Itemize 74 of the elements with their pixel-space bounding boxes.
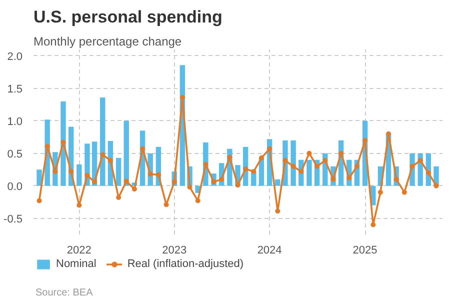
- point: [338, 150, 344, 156]
- point: [36, 198, 42, 204]
- bar: [124, 120, 129, 186]
- bar: [290, 140, 296, 186]
- y-tick-label: 0.5: [7, 148, 23, 160]
- point: [164, 202, 169, 208]
- legend-label: Real (inflation-adjusted): [127, 258, 244, 270]
- point: [140, 146, 146, 152]
- y-tick-label: 0.0: [7, 180, 23, 193]
- bar: [306, 160, 312, 186]
- y-tick-label: 1.0: [7, 116, 23, 128]
- x-tick-label: 2025: [352, 244, 378, 256]
- point: [203, 162, 208, 167]
- point: [235, 182, 240, 188]
- point: [275, 208, 280, 214]
- chart-subtitle: Monthly percentage change: [34, 34, 182, 48]
- point: [251, 169, 256, 174]
- point: [195, 198, 200, 204]
- point: [92, 179, 98, 184]
- point: [290, 164, 296, 169]
- point: [52, 169, 58, 174]
- y-tick-label: 1.5: [7, 83, 23, 96]
- point: [219, 176, 224, 182]
- point: [378, 190, 383, 195]
- legend-label: Nominal: [56, 258, 96, 270]
- point: [370, 222, 376, 228]
- point: [314, 164, 320, 169]
- point: [394, 176, 399, 182]
- bar: [36, 170, 42, 186]
- point: [258, 155, 264, 160]
- bar: [100, 98, 106, 186]
- point: [306, 150, 312, 156]
- point: [148, 172, 153, 177]
- point: [282, 158, 288, 163]
- point: [84, 172, 90, 178]
- point: [386, 131, 392, 136]
- point: [298, 169, 304, 174]
- x-tick-label: 2023: [162, 244, 187, 256]
- point: [322, 158, 328, 163]
- point: [346, 176, 352, 181]
- point: [132, 186, 137, 192]
- point: [402, 190, 407, 195]
- x-tick-label: 2024: [257, 244, 282, 256]
- point: [426, 170, 431, 176]
- source-note: Source: BEA: [36, 288, 94, 298]
- point: [100, 152, 106, 158]
- y-tick-label: -0.5: [4, 213, 23, 226]
- point: [76, 202, 82, 208]
- point: [68, 169, 74, 174]
- y-tick-label: 2.0: [7, 50, 23, 63]
- point: [116, 195, 122, 200]
- point: [362, 138, 368, 143]
- point: [243, 166, 248, 172]
- point: [172, 179, 177, 184]
- x-tick-label: 2022: [66, 244, 92, 256]
- chart-title: U.S. personal spending: [34, 8, 222, 26]
- point: [267, 146, 272, 152]
- point: [410, 164, 415, 169]
- point: [418, 158, 423, 163]
- point: [227, 154, 232, 160]
- point: [124, 178, 129, 184]
- bar: [76, 164, 82, 186]
- point: [108, 158, 113, 163]
- point: [44, 144, 50, 149]
- point: [60, 140, 66, 145]
- point: [156, 172, 161, 178]
- point: [354, 164, 360, 169]
- point: [180, 95, 185, 100]
- point: [211, 179, 216, 184]
- point: [187, 184, 192, 190]
- bar: [116, 158, 122, 186]
- bar: [275, 179, 280, 186]
- point: [434, 183, 439, 188]
- point: [330, 176, 336, 182]
